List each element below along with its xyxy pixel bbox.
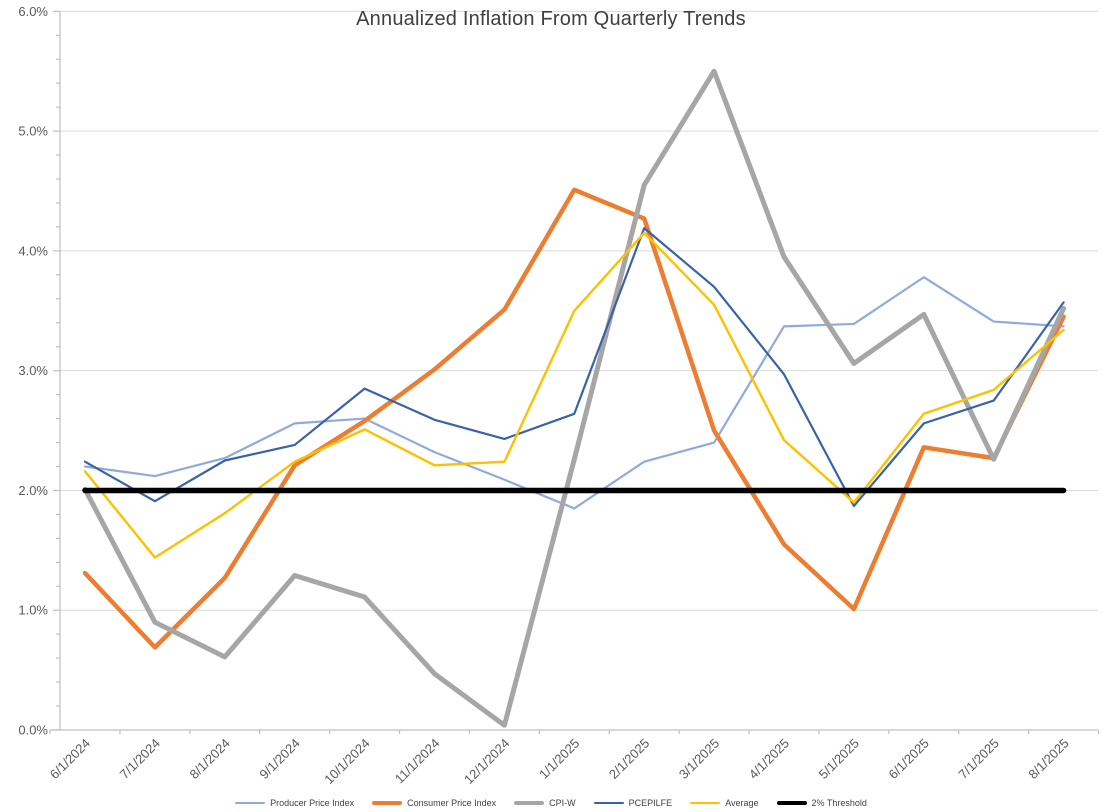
chart-legend: Producer Price Index Consumer Price Index… xyxy=(0,798,1102,808)
y-tick-label: 6.0% xyxy=(18,4,48,19)
chart-title: Annualized Inflation From Quarterly Tren… xyxy=(356,8,746,30)
x-tick-label: 2/1/2025 xyxy=(606,736,652,782)
legend-swatch-consumer-price-index xyxy=(372,801,403,805)
legend-label-2-threshold: 2% Threshold xyxy=(811,798,867,808)
legend-label-consumer-price-index: Consumer Price Index xyxy=(407,798,497,808)
series-line-producer-price-index xyxy=(83,276,1065,510)
legend-item-consumer-price-index: Consumer Price Index xyxy=(372,798,496,808)
x-tick-label: 3/1/2025 xyxy=(676,736,722,782)
series-line-cpi-w xyxy=(82,68,1067,728)
x-tick-label: 7/1/2024 xyxy=(117,736,163,782)
legend-label-cpi-w: CPI-W xyxy=(549,798,576,808)
legend-item-producer-price-index: Producer Price Index xyxy=(235,798,354,808)
series-line-pcepilfe xyxy=(83,227,1065,508)
x-tick-label: 4/1/2025 xyxy=(746,736,792,782)
x-tick-label: 9/1/2024 xyxy=(256,736,302,782)
legend-swatch-2-threshold xyxy=(776,801,807,805)
series-line-average xyxy=(83,231,1065,559)
legend-swatch-cpi-w xyxy=(514,801,545,805)
legend-item-average: Average xyxy=(690,798,759,808)
x-tick-label: 7/1/2025 xyxy=(955,736,1001,782)
x-tick-label: 8/1/2024 xyxy=(187,736,233,782)
series-line-consumer-price-index xyxy=(82,187,1066,650)
y-tick-label: 0.0% xyxy=(18,723,48,738)
legend-label-average: Average xyxy=(725,798,759,808)
legend-label-producer-price-index: Producer Price Index xyxy=(270,798,355,808)
legend-swatch-producer-price-index xyxy=(235,801,266,805)
legend-item-pcepilfe: PCEPILFE xyxy=(593,798,673,808)
y-tick-label: 2.0% xyxy=(18,483,48,498)
x-tick-label: 12/1/2024 xyxy=(461,736,513,788)
x-tick-label: 8/1/2025 xyxy=(1025,736,1071,782)
y-tick-label: 5.0% xyxy=(18,124,48,139)
y-tick-label: 3.0% xyxy=(18,363,48,378)
x-tick-label: 6/1/2024 xyxy=(47,736,93,782)
x-tick-label: 10/1/2024 xyxy=(321,736,373,788)
legend-item-cpi-w: CPI-W xyxy=(514,798,576,808)
y-tick-label: 4.0% xyxy=(18,243,48,258)
x-tick-label: 11/1/2024 xyxy=(392,736,443,787)
y-tick-label: 1.0% xyxy=(18,603,48,618)
x-tick-label: 5/1/2025 xyxy=(816,736,862,782)
x-tick-label: 6/1/2025 xyxy=(886,736,932,782)
x-tick-label: 1/1/2025 xyxy=(536,736,582,782)
legend-label-pcepilfe: PCEPILFE xyxy=(628,798,673,808)
legend-item-2-threshold: 2% Threshold xyxy=(776,798,867,808)
legend-swatch-average xyxy=(690,801,721,805)
legend-swatch-pcepilfe xyxy=(593,801,624,805)
